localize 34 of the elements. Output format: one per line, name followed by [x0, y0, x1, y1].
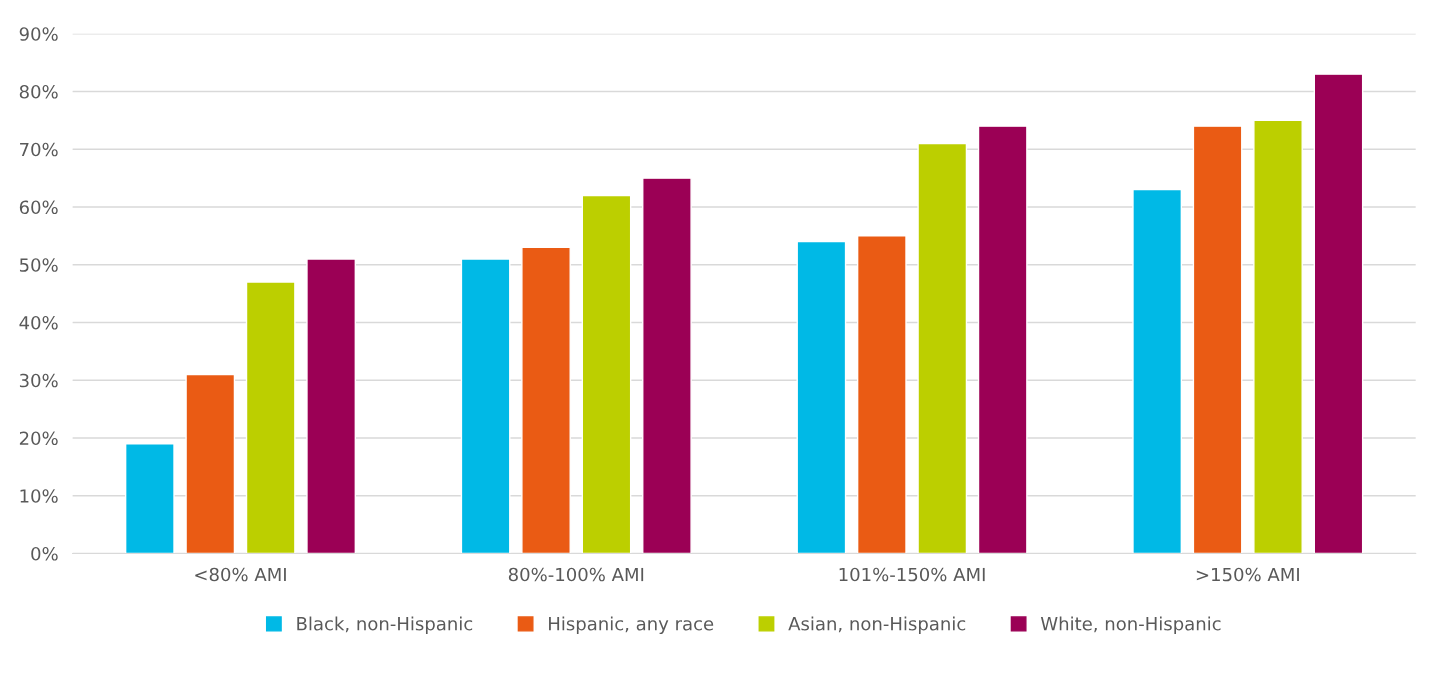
y-tick-label: 90%: [19, 27, 58, 41]
y-tick-label: 70%: [20, 142, 58, 157]
y-tick-label: 60%: [19, 200, 58, 215]
legend-label: Hispanic, any race: [549, 616, 714, 634]
bar: [1253, 119, 1303, 554]
bar: [460, 258, 511, 554]
bar: [977, 125, 1028, 554]
bar: [245, 281, 296, 554]
x-tick-label: 80%-100% AMI: [508, 567, 644, 582]
y-tick-label: 30%: [19, 373, 58, 388]
bar: [521, 246, 571, 554]
bar: [796, 240, 847, 554]
bar: [856, 235, 907, 554]
bar: [1313, 73, 1364, 554]
x-tick-label: 101%-150% AMI: [839, 567, 985, 582]
bar: [642, 177, 692, 554]
bar: [185, 373, 236, 554]
y-tick-label: 0%: [31, 546, 58, 561]
bar: [917, 142, 968, 554]
y-tick-label: 40%: [19, 315, 58, 330]
bar: [581, 194, 632, 554]
legend-label: Black, non-Hispanic: [297, 616, 473, 634]
bar: [124, 443, 175, 554]
legend-label: Asian, non-Hispanic: [788, 616, 966, 634]
bar: [306, 258, 357, 554]
y-tick-label: 80%: [19, 84, 58, 99]
legend-label: White, non-Hispanic: [1040, 616, 1221, 634]
bar: [1132, 188, 1183, 554]
x-tick-label: <80% AMI: [195, 567, 286, 582]
y-tick-label: 50%: [19, 258, 58, 272]
x-tick-label: >150% AMI: [1196, 567, 1299, 582]
bar: [1192, 125, 1243, 554]
y-tick-label: 10%: [20, 489, 58, 503]
y-tick-label: 20%: [19, 431, 58, 446]
